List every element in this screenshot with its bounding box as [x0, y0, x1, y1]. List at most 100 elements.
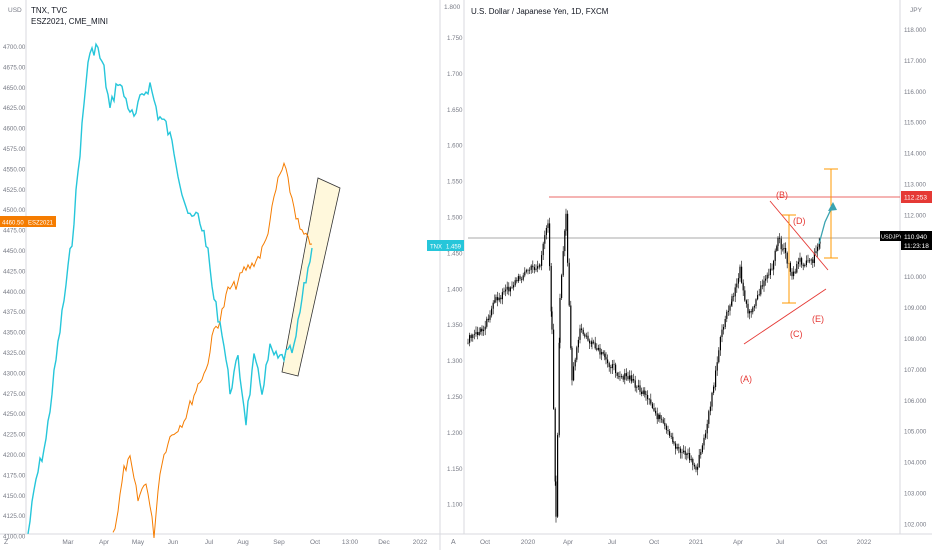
svg-text:1.459: 1.459 [446, 245, 462, 251]
svg-text:TNX: TNX [430, 245, 442, 251]
candle-body [577, 339, 579, 348]
svg-text:ESZ2021: ESZ2021 [28, 221, 54, 227]
candle-body [597, 347, 599, 350]
candle-body [686, 453, 688, 455]
candle-body [794, 271, 796, 273]
candle-body [593, 341, 595, 343]
right-y-tick-label: 108.000 [904, 336, 927, 343]
candle-body [506, 286, 508, 290]
candle-body [497, 297, 499, 301]
corner-right-glyph[interactable]: A [451, 539, 456, 546]
candle-body [777, 237, 779, 247]
candle-body [619, 376, 621, 378]
left-y-tick-label: 4400.00 [3, 289, 26, 296]
wave-label-d: (D) [793, 216, 806, 226]
right-y-tick-label: 106.000 [904, 398, 927, 405]
candle-body [470, 335, 472, 338]
candle-body [538, 265, 540, 267]
candle-body [480, 328, 482, 332]
candle-body [621, 376, 623, 377]
candle-body [630, 375, 632, 381]
candle-body [791, 271, 793, 277]
candle-body [494, 300, 496, 303]
candle-body [783, 248, 785, 249]
candle-body [573, 366, 575, 381]
candle-body [701, 445, 703, 452]
candle-body [713, 386, 715, 388]
candle-body [723, 327, 725, 330]
candle-body [713, 386, 715, 393]
right-title: U.S. Dollar / Japanese Yen, 1D, FXCM [471, 7, 609, 16]
left-y-tick-label: 4450.00 [3, 248, 26, 255]
candle-body [591, 341, 593, 344]
candle-body [779, 237, 781, 239]
candle-body [550, 266, 552, 312]
right-x-tick-label: Jul [608, 539, 617, 546]
candle-body [584, 334, 586, 337]
candle-body [785, 248, 787, 253]
candle-body [731, 296, 733, 302]
candle-body [631, 379, 633, 381]
candle-body [797, 261, 799, 264]
candle-body [676, 447, 678, 449]
candle-body [491, 308, 493, 316]
candle-body [616, 373, 618, 376]
candle-body [551, 311, 553, 330]
candle-body [508, 286, 510, 292]
right-x-tick-label: Oct [649, 539, 659, 546]
candle-body [765, 278, 767, 281]
right-x-tick-label: Apr [733, 539, 744, 546]
middle-y-tick-label: 1.550 [447, 179, 463, 186]
candle-body [553, 329, 555, 409]
middle-y-tick-label: 1.600 [447, 143, 463, 150]
left-y-tick-label: 4375.00 [3, 309, 26, 316]
right-y-tick-label: 117.000 [904, 58, 926, 65]
candle-body [815, 251, 817, 254]
tnx-series-line [27, 42, 313, 535]
candle-body [687, 453, 689, 454]
candle-body [766, 274, 768, 279]
candle-body [818, 243, 820, 247]
wave-label-e: (E) [812, 314, 824, 324]
left-y-tick-label: 4575.00 [3, 146, 26, 153]
candle-body [589, 340, 591, 344]
candle-body [529, 269, 531, 271]
projection-upper-marker [824, 168, 838, 259]
candle-body [750, 311, 752, 313]
candle-body [716, 362, 718, 371]
candle-body [596, 348, 598, 350]
candle-body [761, 285, 763, 287]
corner-left-glyph[interactable]: Z [4, 539, 9, 546]
candle-body [651, 403, 653, 408]
candle-body [645, 394, 647, 395]
candle-body [503, 291, 505, 293]
candle-body [689, 453, 691, 461]
candle-body [749, 311, 751, 314]
wave-label-a: (A) [740, 374, 752, 384]
candle-body [665, 425, 667, 430]
candle-body [535, 268, 537, 270]
candle-body [571, 347, 573, 381]
candle-body [565, 213, 567, 231]
left-y-tick-label: 4700.00 [3, 44, 26, 51]
candle-body [705, 433, 707, 438]
right-x-tick-label: Oct [480, 539, 490, 546]
middle-y-tick-label: 1.200 [447, 430, 463, 437]
left-y-tick-label: 4250.00 [3, 411, 26, 418]
candle-body [522, 275, 524, 280]
candle-body [774, 250, 776, 261]
candle-body [484, 326, 486, 330]
candle-body [568, 262, 570, 306]
svg-text:USDJPY: USDJPY [881, 235, 903, 241]
right-y-tick-label: 115.000 [904, 120, 926, 127]
candle-body [545, 228, 547, 236]
candle-body [753, 305, 755, 308]
right-y-tick-label: 109.000 [904, 305, 927, 312]
candle-body [729, 305, 731, 311]
candle-body [557, 435, 559, 517]
candle-body [711, 392, 713, 407]
candle-body [501, 292, 503, 300]
candle-body [639, 385, 641, 392]
middle-y-tick-label: 1.150 [447, 466, 463, 473]
